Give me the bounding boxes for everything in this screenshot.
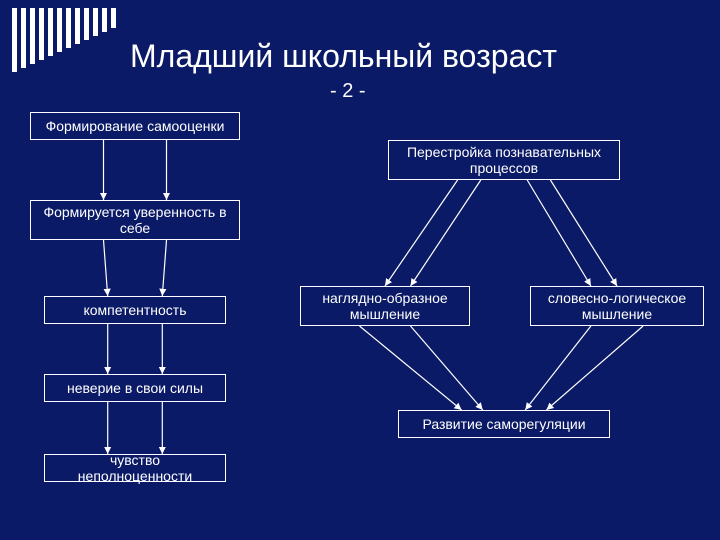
node-verbal-thinking: словесно-логическое мышление xyxy=(530,286,704,326)
node-cognitive-restructuring: Перестройка познавательных процессов xyxy=(388,140,620,180)
node-label: наглядно-образное мышление xyxy=(307,290,463,322)
node-competence: компетентность xyxy=(44,296,226,324)
node-inferiority: чувство неполноценности xyxy=(44,454,226,482)
node-self-regulation: Развитие саморегуляции xyxy=(398,410,610,438)
node-label: Перестройка познавательных процессов xyxy=(395,144,613,176)
node-label: компетентность xyxy=(83,302,186,318)
node-label: Формируется уверенность в себе xyxy=(37,204,233,236)
slide-subtitle: - 2 - xyxy=(330,80,366,103)
node-visual-thinking: наглядно-образное мышление xyxy=(300,286,470,326)
slide-title: Младший школьный возраст xyxy=(130,38,557,75)
node-self-confidence: Формируется уверенность в себе xyxy=(30,200,240,240)
node-label: Развитие саморегуляции xyxy=(422,416,585,432)
node-no-faith: неверие в свои силы xyxy=(44,374,226,402)
node-label: Формирование самооценки xyxy=(46,118,225,134)
slide-stage: Младший школьный возраст - 2 - Формирова… xyxy=(0,0,720,540)
node-label: словесно-логическое мышление xyxy=(537,290,697,322)
node-label: чувство неполноценности xyxy=(51,452,219,484)
node-label: неверие в свои силы xyxy=(67,380,203,396)
node-self-esteem-formation: Формирование самооценки xyxy=(30,112,240,140)
